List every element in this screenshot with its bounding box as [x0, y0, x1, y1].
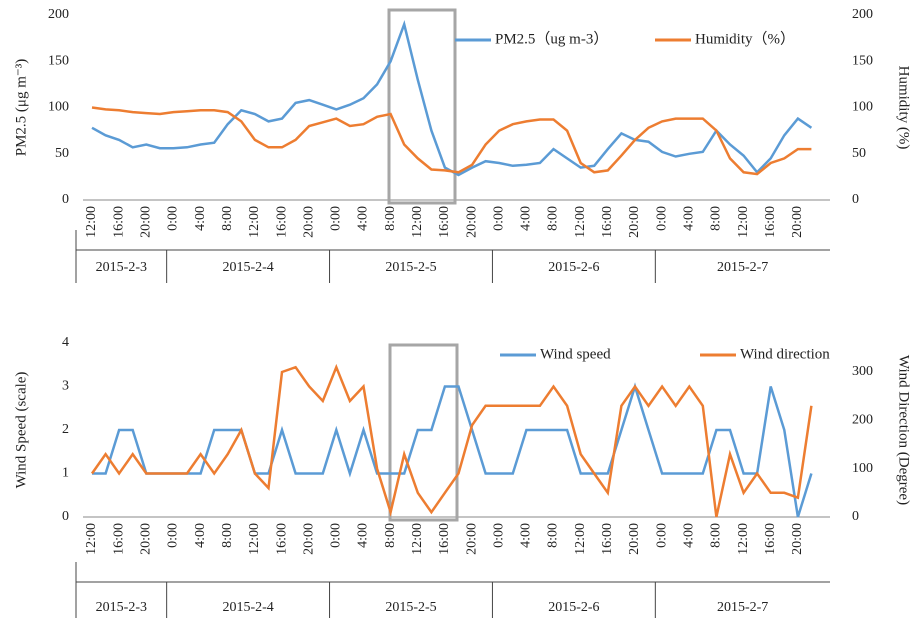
x-tick-label: 20:00 [790, 206, 805, 238]
x-tick-label: 0:00 [329, 523, 344, 548]
x-tick-label: 12:00 [573, 523, 588, 555]
x-tick-label: 20:00 [790, 523, 805, 555]
x-tick-label: 4:00 [193, 206, 208, 231]
x-tick-label: 0:00 [654, 206, 669, 231]
x-tick-label: 16:00 [600, 523, 615, 555]
x-tick-label: 12:00 [247, 206, 262, 238]
y2-tick-label: 100 [852, 461, 873, 476]
x-group-label: 2015-2-5 [385, 260, 436, 275]
y-axis-label: PM2.5 (μg m⁻³) [13, 59, 29, 157]
y-tick-label: 100 [48, 100, 69, 115]
y-tick-label: 4 [62, 335, 69, 350]
legend-label: PM2.5（ug m-3） [495, 30, 608, 47]
x-tick-label: 4:00 [356, 206, 371, 231]
y2-tick-label: 150 [852, 53, 873, 68]
y2-tick-label: 0 [852, 509, 859, 524]
y-tick-label: 200 [48, 7, 69, 22]
y2-axis-label: Wind Direction (Degree) [896, 355, 912, 505]
x-tick-label: 12:00 [410, 206, 425, 238]
x-tick-label: 12:00 [84, 523, 99, 555]
x-tick-label: 8:00 [383, 523, 398, 548]
x-tick-label: 16:00 [274, 206, 289, 238]
x-tick-label: 12:00 [84, 206, 99, 238]
x-tick-label: 16:00 [274, 523, 289, 555]
x-tick-label: 20:00 [464, 206, 479, 238]
x-tick-label: 4:00 [193, 523, 208, 548]
x-group-label: 2015-2-7 [717, 260, 768, 275]
y2-tick-label: 200 [852, 413, 873, 428]
y2-tick-label: 300 [852, 364, 873, 379]
highlight-box [388, 343, 459, 522]
series-line [90, 363, 813, 518]
x-tick-label: 16:00 [600, 206, 615, 238]
highlight-box [387, 8, 457, 205]
x-tick-label: 12:00 [736, 206, 751, 238]
x-tick-label: 12:00 [247, 523, 262, 555]
x-group-label: 2015-2-3 [96, 600, 147, 615]
y2-tick-label: 200 [852, 7, 873, 22]
x-tick-label: 0:00 [166, 523, 181, 548]
y2-axis-label: Humidity (%) [896, 66, 912, 150]
x-tick-label: 16:00 [437, 206, 452, 238]
x-tick-label: 20:00 [627, 206, 642, 238]
y-tick-label: 0 [62, 509, 69, 524]
y2-tick-label: 0 [852, 192, 859, 207]
legend-label: Humidity（%） [695, 30, 795, 47]
x-tick-label: 12:00 [736, 523, 751, 555]
x-tick-label: 8:00 [709, 206, 724, 231]
y-tick-label: 3 [62, 379, 69, 394]
y-axis-label: Wind Speed (scale) [13, 372, 29, 489]
x-tick-label: 8:00 [546, 523, 561, 548]
x-tick-label: 20:00 [464, 523, 479, 555]
y-tick-label: 1 [62, 466, 69, 481]
x-tick-label: 8:00 [546, 206, 561, 231]
x-tick-label: 0:00 [654, 523, 669, 548]
x-tick-label: 20:00 [139, 523, 154, 555]
y-tick-label: 50 [55, 146, 69, 161]
x-tick-label: 20:00 [301, 523, 316, 555]
x-tick-label: 16:00 [763, 206, 778, 238]
y-tick-label: 0 [62, 192, 69, 207]
x-tick-label: 8:00 [383, 206, 398, 231]
x-group-label: 2015-2-6 [548, 600, 599, 615]
y-tick-label: 150 [48, 53, 69, 68]
x-tick-label: 8:00 [220, 523, 235, 548]
x-tick-label: 4:00 [681, 206, 696, 231]
x-group-label: 2015-2-3 [96, 260, 147, 275]
series-line [91, 106, 812, 176]
y-tick-label: 2 [62, 422, 69, 437]
x-tick-label: 4:00 [519, 206, 534, 231]
x-group-label: 2015-2-6 [548, 260, 599, 275]
x-tick-label: 0:00 [329, 206, 344, 231]
x-tick-label: 8:00 [220, 206, 235, 231]
x-tick-label: 16:00 [437, 523, 452, 555]
x-tick-label: 16:00 [763, 523, 778, 555]
x-tick-label: 20:00 [139, 206, 154, 238]
x-group-label: 2015-2-4 [222, 600, 273, 615]
x-tick-label: 4:00 [519, 523, 534, 548]
y2-tick-label: 50 [852, 146, 866, 161]
x-tick-label: 0:00 [491, 206, 506, 231]
x-tick-label: 12:00 [573, 206, 588, 238]
x-group-label: 2015-2-4 [222, 260, 273, 275]
legend-label: Wind direction [740, 346, 830, 362]
x-tick-label: 20:00 [301, 206, 316, 238]
x-tick-label: 0:00 [166, 206, 181, 231]
x-tick-label: 16:00 [111, 523, 126, 555]
x-tick-label: 16:00 [111, 206, 126, 238]
x-group-label: 2015-2-7 [717, 600, 768, 615]
x-group-label: 2015-2-5 [385, 600, 436, 615]
x-tick-label: 8:00 [709, 523, 724, 548]
x-tick-label: 4:00 [356, 523, 371, 548]
y2-tick-label: 100 [852, 100, 873, 115]
legend-label: Wind speed [540, 346, 611, 362]
x-tick-label: 20:00 [627, 523, 642, 555]
x-tick-label: 4:00 [681, 523, 696, 548]
x-tick-label: 0:00 [491, 523, 506, 548]
x-tick-label: 12:00 [410, 523, 425, 555]
series-line [92, 382, 813, 518]
